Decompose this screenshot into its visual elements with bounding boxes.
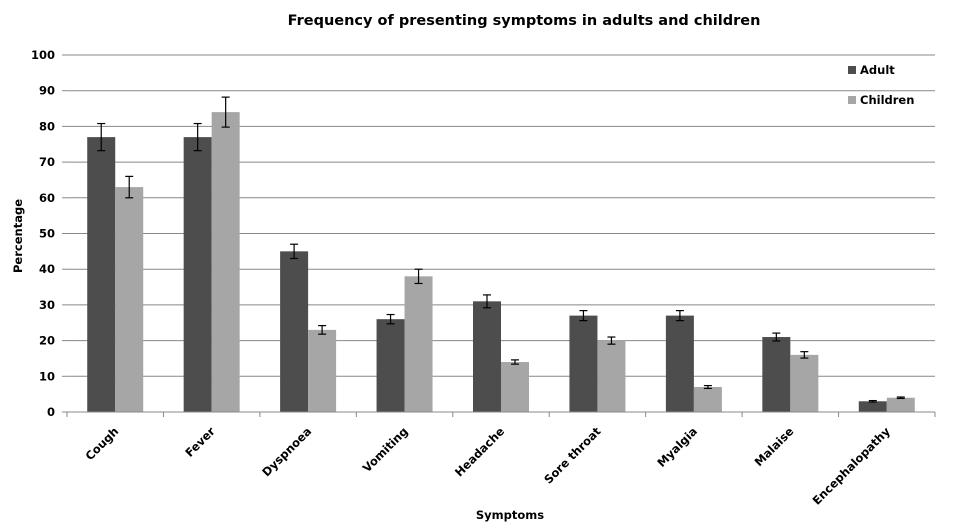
bar [790, 354, 819, 412]
x-tick-label: Encephalopathy [810, 424, 894, 508]
y-tick-label: 100 [31, 48, 55, 62]
y-tick-label: 70 [39, 155, 55, 169]
bar [211, 112, 240, 413]
bar [665, 315, 694, 412]
y-tick-label: 80 [39, 119, 55, 133]
bar [183, 137, 212, 413]
bar [473, 301, 501, 412]
bar [501, 362, 529, 412]
x-tick-labels: Cough Fever Dyspnoea Vomiting Headache Sore t… [82, 424, 893, 508]
legend-label: Adult [860, 63, 895, 77]
legend: Adult Children [848, 63, 914, 107]
y-tick-labels: 0 10 20 30 40 50 60 70 80 90 100 [31, 48, 55, 419]
legend-swatch [848, 96, 856, 104]
x-tick-label: Fever [182, 424, 218, 460]
bar [886, 397, 915, 412]
x-tick-label: Dyspnoea [259, 424, 314, 479]
y-axis-label: Percentage [11, 199, 25, 273]
x-tick-label: Malaise [752, 424, 797, 469]
y-tick-label: 0 [47, 405, 55, 419]
x-tick-label: Sore throat [541, 424, 604, 487]
y-tick-label: 60 [39, 191, 55, 205]
bar [693, 387, 722, 412]
bar [404, 276, 433, 412]
x-tick-label: Cough [82, 424, 121, 463]
y-tick-label: 20 [39, 334, 55, 348]
y-tick-label: 90 [39, 84, 55, 98]
bar [569, 315, 598, 412]
bar [115, 187, 144, 412]
bar [858, 401, 887, 412]
x-tick-label: Myalgia [654, 424, 700, 470]
x-tick-label: Vomiting [360, 424, 411, 475]
bar [597, 340, 626, 412]
bars [87, 112, 915, 413]
legend-label: Children [860, 93, 914, 107]
bar [87, 137, 116, 413]
bar [762, 337, 791, 412]
chart-title: Frequency of presenting symptoms in adul… [288, 13, 761, 29]
bar [280, 251, 309, 412]
error-bars [97, 96, 905, 403]
y-tick-label: 30 [39, 298, 55, 312]
y-tick-label: 10 [39, 369, 55, 383]
y-tick-label: 50 [39, 227, 55, 241]
bar [308, 329, 337, 412]
y-tick-label: 40 [39, 262, 55, 276]
bar [376, 319, 405, 412]
x-tick-label: Headache [452, 424, 507, 479]
x-axis-label: Symptoms [476, 508, 544, 522]
legend-swatch [848, 66, 856, 74]
